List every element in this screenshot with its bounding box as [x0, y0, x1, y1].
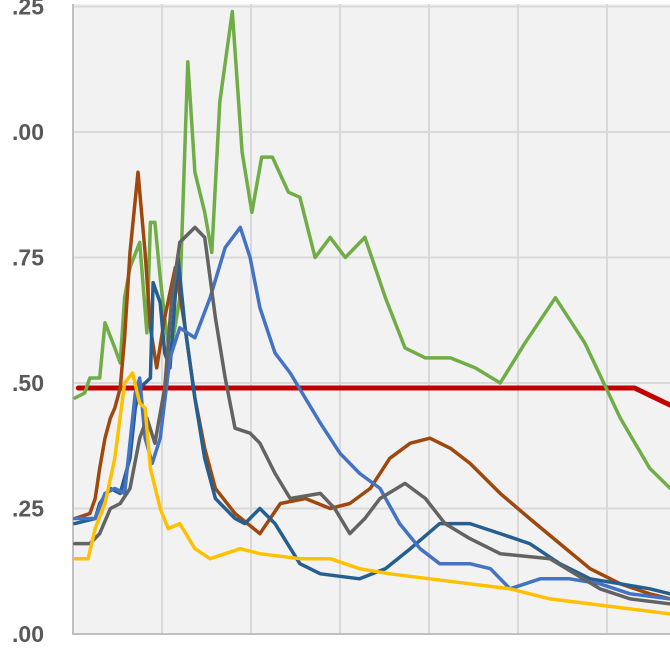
series-line-brown: [73, 170, 670, 601]
y-tick-label: .25: [12, 496, 44, 522]
series-line-red: [75, 385, 670, 408]
series-line-blue: [73, 225, 670, 601]
y-tick-label: .50: [12, 370, 44, 396]
y-tick-label: .00: [12, 621, 44, 647]
y-tick-label: .00: [12, 119, 44, 145]
gridlines: [72, 4, 670, 635]
y-tick-label: .25: [12, 0, 44, 20]
series-lines: [73, 9, 670, 616]
series-line-yellow: [73, 371, 670, 616]
series-line-gray: [73, 225, 670, 606]
y-tick-label: .75: [12, 245, 44, 271]
y-axis-tick-labels: .25 .00 .75 .50 .25 .00: [12, 0, 44, 647]
